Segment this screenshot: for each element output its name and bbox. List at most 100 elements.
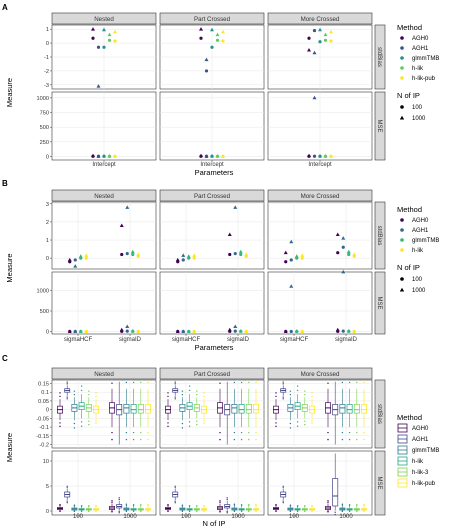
boxplot: [253, 504, 259, 513]
box-outlier: [233, 504, 236, 506]
boxplot: [57, 392, 63, 428]
box-outlier: [196, 504, 198, 507]
y-tick-label: 0: [46, 41, 49, 47]
box-outlier: [66, 381, 68, 383]
boxplot: [71, 390, 78, 429]
data-point: [186, 329, 191, 333]
box-outlier: [95, 510, 97, 513]
box-outlier: [348, 505, 351, 507]
box-outlier: [282, 502, 284, 504]
data-point: [204, 69, 209, 73]
y-tick-label: 1: [46, 27, 49, 33]
data-point: [84, 256, 88, 260]
box-outlier: [289, 393, 292, 396]
box-outlier: [196, 510, 198, 513]
box-outlier: [341, 431, 344, 434]
facet-strip: [51, 367, 157, 380]
box-outlier: [118, 497, 120, 499]
box-outlier: [66, 383, 68, 385]
facet-strip: [267, 189, 373, 202]
data-point: [323, 154, 328, 158]
box-outlier: [219, 511, 221, 513]
y-tick-label: -1: [44, 55, 49, 61]
data-point: [221, 154, 225, 158]
y-tick-label: -3: [44, 83, 49, 89]
box-outlier: [289, 510, 292, 513]
box-outlier: [59, 425, 61, 428]
facet-label: Part Crossed: [194, 371, 231, 378]
box-outlier: [88, 390, 90, 392]
data-point: [307, 36, 311, 40]
box-outlier: [125, 438, 128, 441]
data-point: [181, 258, 185, 262]
data-point: [227, 232, 232, 236]
box-outlier: [203, 422, 205, 424]
box-outlier: [174, 485, 176, 487]
box-outlier: [147, 438, 149, 441]
data-point: [113, 29, 117, 34]
y-tick-label: -0.05: [36, 416, 49, 422]
boxplot: [85, 504, 92, 513]
box-outlier: [73, 390, 76, 392]
box-outlier: [327, 511, 329, 513]
boxplot: [361, 504, 367, 513]
boxplot: [231, 503, 238, 513]
data-point: [312, 50, 317, 55]
data-point: [300, 253, 305, 257]
y-tick-label: 1: [46, 238, 49, 244]
data-point: [347, 252, 351, 257]
data-point: [341, 236, 346, 240]
box-body: [238, 404, 245, 414]
boxplot: [325, 382, 331, 441]
box-outlier: [240, 381, 243, 384]
data-point: [199, 153, 203, 158]
data-point: [96, 45, 101, 49]
box-outlier: [327, 438, 329, 441]
legend-label: glmmTMB: [412, 56, 439, 62]
data-point: [294, 329, 299, 333]
data-point: [318, 40, 322, 44]
data-point: [300, 329, 305, 333]
box-outlier: [188, 504, 191, 507]
y-tick-label: 0.15: [38, 381, 49, 387]
boxplot: [201, 504, 207, 513]
data-point: [130, 329, 135, 333]
y-tick-label: 0: [46, 330, 49, 336]
box-outlier: [233, 503, 236, 505]
box-outlier: [59, 395, 61, 398]
box-outlier: [147, 504, 149, 506]
box-outlier: [66, 398, 68, 400]
data-point: [336, 251, 340, 255]
boxplot: [116, 497, 123, 514]
box-outlier: [203, 392, 205, 394]
legend-label: h-lik-3: [412, 470, 429, 476]
data-point: [215, 154, 220, 158]
legend2-label: 1000: [412, 288, 426, 294]
box-outlier: [73, 427, 76, 429]
box-outlier: [282, 487, 284, 489]
box-outlier: [95, 392, 97, 394]
box-outlier: [219, 500, 221, 502]
boxplot: [116, 381, 123, 445]
data-point: [227, 327, 232, 332]
box-outlier: [167, 422, 169, 424]
boxplot: [93, 504, 99, 513]
box-outlier: [219, 382, 221, 384]
plot-area: [51, 271, 157, 335]
y-tick-label: 1000: [37, 96, 49, 102]
legend-swatch: [400, 66, 404, 70]
legend-label: h-lik-pub: [412, 76, 436, 82]
legend-swatch: [400, 46, 404, 50]
box-outlier: [132, 431, 135, 434]
box-outlier: [95, 395, 97, 398]
box-outlier: [188, 389, 191, 392]
box-outlier: [240, 504, 243, 506]
box-outlier: [363, 505, 365, 507]
boxplot: [361, 381, 367, 441]
boxplot: [332, 381, 339, 445]
box-outlier: [66, 485, 68, 487]
data-point: [323, 32, 328, 37]
box-outlier: [147, 510, 149, 513]
box-outlier: [188, 421, 191, 423]
boxplot: [64, 485, 71, 504]
